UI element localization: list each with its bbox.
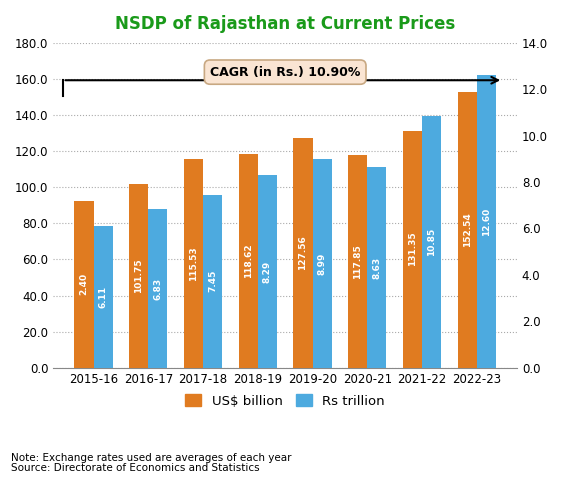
Bar [293, 138, 312, 368]
Text: 152.54: 152.54 [463, 213, 472, 248]
Bar [203, 195, 222, 368]
Text: Source: Directorate of Economics and Statistics: Source: Directorate of Economics and Sta… [11, 463, 260, 473]
Bar [367, 167, 386, 368]
Text: 7.45: 7.45 [208, 270, 217, 293]
Bar [93, 226, 113, 368]
Bar [348, 155, 367, 368]
Text: 8.99: 8.99 [318, 252, 327, 274]
Text: Note: Exchange rates used are averages of each year: Note: Exchange rates used are averages o… [11, 453, 292, 463]
Text: 115.53: 115.53 [189, 246, 198, 281]
Text: 101.75: 101.75 [134, 259, 143, 293]
Bar [239, 153, 258, 368]
Bar [148, 209, 168, 368]
Text: 6.83: 6.83 [153, 277, 162, 300]
Legend: US$ billion, Rs trillion: US$ billion, Rs trillion [180, 389, 390, 413]
Bar [458, 92, 477, 368]
Bar [74, 201, 93, 368]
Bar [312, 159, 332, 368]
Text: 2.40: 2.40 [79, 273, 88, 295]
Bar [403, 130, 422, 368]
Text: 8.29: 8.29 [263, 261, 272, 282]
Bar [184, 159, 203, 368]
Text: CAGR (in Rs.) 10.90%: CAGR (in Rs.) 10.90% [210, 65, 360, 78]
Text: 12.60: 12.60 [482, 207, 491, 236]
Bar [477, 76, 496, 368]
Text: 117.85: 117.85 [353, 244, 362, 279]
Title: NSDP of Rajasthan at Current Prices: NSDP of Rajasthan at Current Prices [115, 15, 455, 33]
Bar [258, 175, 277, 368]
Text: 6.11: 6.11 [99, 286, 108, 308]
Bar [422, 116, 441, 368]
Text: 127.56: 127.56 [298, 235, 307, 270]
Text: 8.63: 8.63 [372, 257, 381, 279]
Bar [129, 184, 148, 368]
Text: 131.35: 131.35 [408, 232, 417, 267]
Text: 118.62: 118.62 [244, 243, 253, 278]
Text: 10.85: 10.85 [427, 228, 436, 256]
